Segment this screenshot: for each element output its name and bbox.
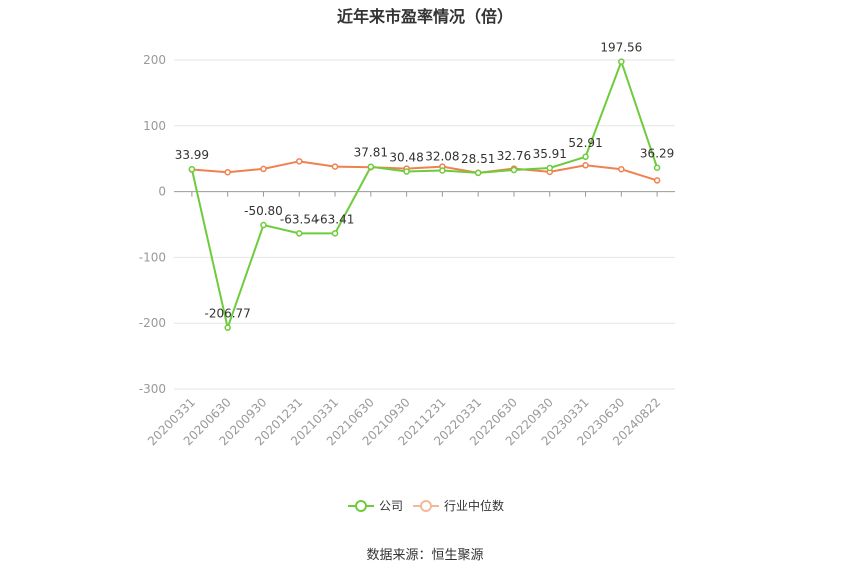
- data-label: 197.56: [600, 41, 642, 55]
- chart-title: 近年来市盈率情况（倍）: [337, 7, 513, 26]
- data-label: 36.29: [640, 147, 674, 161]
- industry-point[interactable]: [260, 165, 267, 173]
- legend-company-marker: [355, 500, 367, 512]
- company-line: [190, 58, 659, 332]
- data-label: 33.99: [175, 148, 209, 162]
- company-point[interactable]: [188, 165, 196, 173]
- data-label: -50.80: [244, 204, 283, 218]
- industry-point[interactable]: [618, 165, 625, 173]
- legend-company-label: 公司: [379, 499, 403, 513]
- data-label: 32.08: [425, 149, 459, 163]
- company-point[interactable]: [582, 153, 589, 161]
- data-label: 30.48: [389, 151, 423, 165]
- company-point[interactable]: [546, 164, 553, 172]
- legend-item-industry[interactable]: 行业中位数: [413, 498, 504, 513]
- legend-industry-label: 行业中位数: [444, 498, 504, 513]
- data-label: 52.91: [568, 136, 602, 150]
- company-point[interactable]: [439, 167, 446, 174]
- company-point[interactable]: [403, 168, 410, 175]
- industry-point[interactable]: [653, 177, 661, 184]
- data-label: 37.81: [354, 146, 388, 160]
- company-point[interactable]: [510, 166, 518, 174]
- data-label: 32.76: [497, 149, 531, 163]
- y-tick-label: -100: [139, 250, 166, 264]
- data-label: 35.91: [533, 147, 567, 161]
- data-label: -63.54: [280, 212, 319, 226]
- data-label: 28.51: [461, 152, 495, 166]
- legend[interactable]: 公司 行业中位数: [348, 498, 504, 513]
- industry-point[interactable]: [224, 168, 231, 176]
- data-label: -206.77: [205, 307, 251, 321]
- y-tick-label: 0: [158, 185, 166, 199]
- company-point[interactable]: [653, 164, 661, 171]
- company-point[interactable]: [296, 230, 303, 237]
- company-point[interactable]: [260, 221, 267, 229]
- industry-point[interactable]: [296, 158, 303, 165]
- company-point[interactable]: [618, 58, 625, 65]
- legend-item-company[interactable]: 公司: [348, 499, 403, 513]
- y-tick-label: -200: [139, 316, 166, 330]
- company-point[interactable]: [367, 163, 375, 170]
- company-point[interactable]: [474, 169, 482, 177]
- series-group: [188, 58, 661, 332]
- legend-industry-marker: [420, 500, 432, 512]
- data-source: 数据来源：恒生聚源: [366, 548, 483, 563]
- y-tick-label: -300: [139, 382, 166, 396]
- grid-lines: [174, 59, 675, 390]
- data-labels: 33.99 -206.77 -50.80-63.54-63.41 37.81 30.48…: [175, 41, 675, 321]
- y-tick-label: 100: [143, 119, 166, 133]
- industry-median-line: [191, 160, 658, 182]
- company-point[interactable]: [224, 324, 231, 331]
- industry-point[interactable]: [582, 162, 589, 169]
- y-axis: 200 100 0 -100 -200 -300: [139, 53, 166, 396]
- company-point[interactable]: [331, 230, 339, 237]
- y-tick-label: 200: [143, 53, 166, 67]
- industry-point[interactable]: [331, 163, 339, 170]
- data-label: -63.41: [316, 212, 355, 226]
